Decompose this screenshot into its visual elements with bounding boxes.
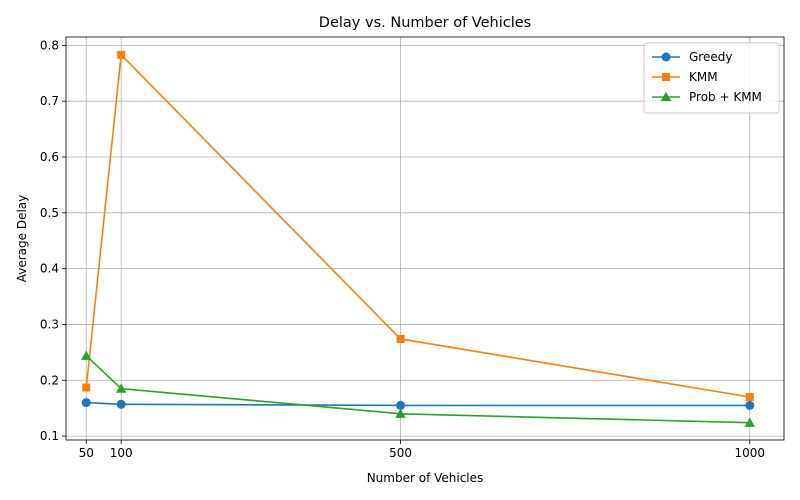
y-tick-label: 0.8 [40,38,59,52]
legend-item: KMM [652,70,718,84]
legend-marker [662,73,670,81]
data-point [396,334,405,343]
x-tick-label: 100 [110,446,133,460]
data-point [81,398,91,408]
data-point [396,400,406,410]
data-point [115,383,127,393]
y-axis-label: Average Delay [15,195,29,283]
legend-label: Greedy [689,50,732,64]
y-tick-label: 0.4 [40,262,59,276]
x-tick-label: 1000 [735,446,766,460]
x-tick-label: 50 [79,446,94,460]
plot-frame [65,36,785,441]
data-point [745,400,755,410]
x-tick-label: 500 [389,446,412,460]
series-layer [81,50,755,427]
legend-label: KMM [689,70,718,84]
series-line [85,355,750,424]
legend-marker [660,91,672,102]
legend-marker [661,52,671,62]
series-greedy [81,398,755,410]
legend-box [643,42,780,114]
series-prob-kmm [81,350,755,427]
y-tick-label: 0.6 [40,150,59,164]
y-tick-label: 0.7 [40,94,59,108]
data-point [82,383,91,392]
legend-label: Prob + KMM [689,90,762,104]
y-tick-label: 0.1 [40,429,59,443]
x-axis-label: Number of Vehicles [367,471,484,485]
y-tick-label: 0.2 [40,373,59,387]
data-point [395,408,406,418]
series-line [85,53,750,398]
legend-item: Prob + KMM [652,90,762,104]
y-tick-label: 0.5 [40,206,59,220]
data-point [117,50,126,59]
chart-title: Delay vs. Number of Vehicles [319,15,531,31]
series-kmm [82,50,754,402]
y-tick-label: 0.3 [40,317,59,331]
series-line [86,401,750,407]
legend: Greedy KMM Prob + KMM [643,42,780,114]
data-point [116,399,126,409]
data-point [81,350,92,360]
data-point [744,417,755,427]
legend-item: Greedy [652,50,732,64]
ticks: 50 100 500 1000 0.1 0.2 0.3 0.4 0.5 0.6 0.7 0.8 [40,38,765,460]
data-point [745,393,754,402]
